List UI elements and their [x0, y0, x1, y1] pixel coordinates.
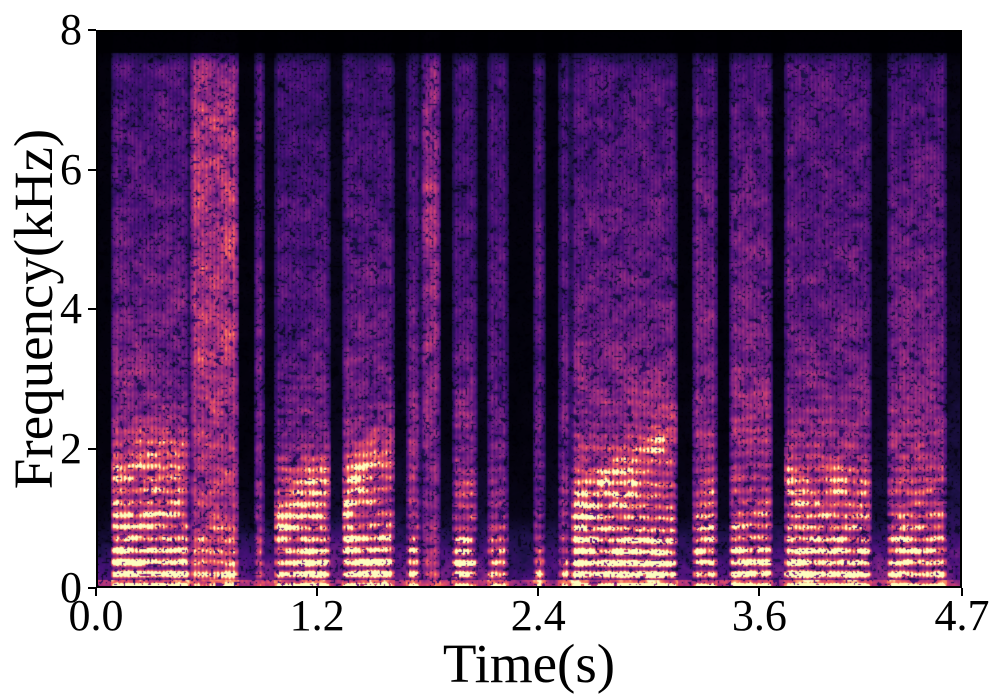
y-tick-label: 6 [60, 144, 82, 194]
y-tick-mark [88, 308, 96, 310]
x-tick-label: 0.0 [68, 591, 124, 640]
x-tick-mark [758, 588, 761, 596]
y-tick-mark [88, 168, 96, 171]
y-tick-mark [88, 587, 96, 589]
x-tick-mark [316, 588, 319, 596]
x-tick-mark [961, 588, 963, 596]
x-tick-label: 4.7 [934, 591, 990, 640]
spectrogram-canvas [98, 32, 960, 586]
y-tick-mark [88, 29, 96, 31]
x-tick-label: 3.6 [731, 591, 787, 640]
x-tick-label: 1.2 [289, 591, 345, 640]
plot-area [96, 30, 962, 588]
x-tick-label: 2.4 [510, 591, 566, 640]
y-tick-label: 4 [60, 284, 82, 333]
x-axis-label: Time(s) [442, 633, 616, 694]
y-tick-label: 8 [60, 5, 82, 54]
y-tick-label: 2 [60, 423, 82, 473]
x-tick-mark [95, 588, 97, 596]
x-tick-mark [537, 588, 540, 596]
y-tick-mark [88, 447, 96, 450]
y-tick-label: 0 [60, 563, 82, 612]
